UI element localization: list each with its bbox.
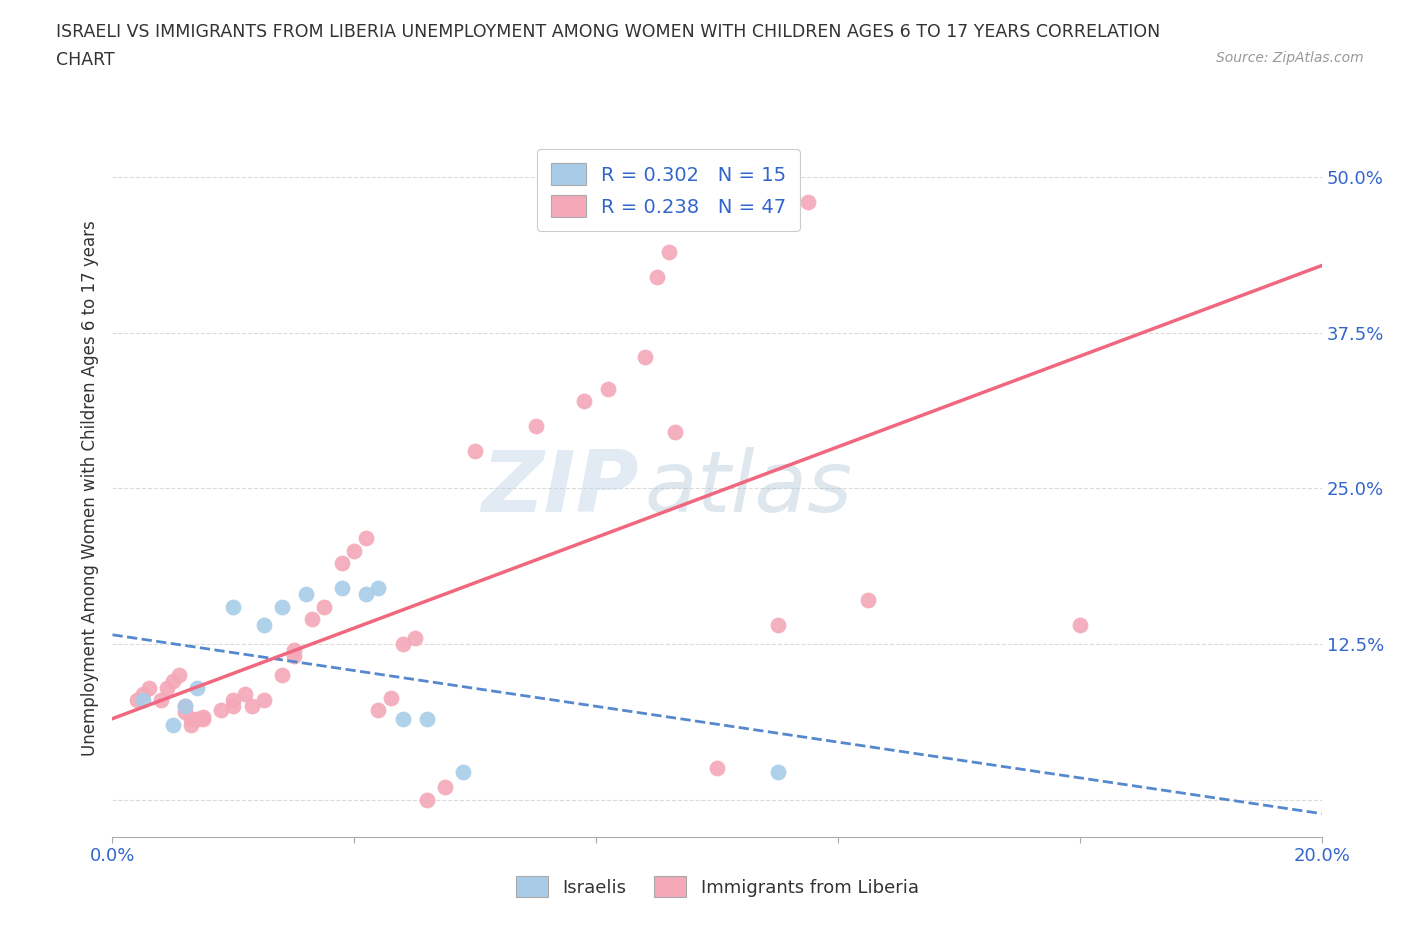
Point [451,764,474,779]
Point [572,393,595,408]
Point [301,612,323,627]
Point [766,764,789,779]
Point [125,693,148,708]
Point [633,350,655,365]
Point [235,686,257,701]
Point [209,702,232,717]
Point [356,531,378,546]
Point [330,555,353,570]
Point [186,680,208,695]
Y-axis label: Unemployment Among Women with Children Ages 6 to 17 years: Unemployment Among Women with Children A… [80,220,98,756]
Point [598,381,620,396]
Point [270,668,292,683]
Point [356,587,378,602]
Point [766,618,789,632]
Point [162,674,184,689]
Point [283,643,305,658]
Point [524,418,547,433]
Point [132,693,155,708]
Point [367,702,389,717]
Point [295,587,318,602]
Point [391,636,413,651]
Text: Source: ZipAtlas.com: Source: ZipAtlas.com [1216,51,1364,65]
Point [174,698,197,713]
Point [658,245,681,259]
Point [367,580,389,595]
Point [191,710,214,724]
Point [191,711,214,726]
Legend: Israelis, Immigrants from Liberia: Israelis, Immigrants from Liberia [501,862,934,911]
Point [796,194,818,209]
Point [464,444,486,458]
Point [343,543,366,558]
Point [132,686,155,701]
Text: ZIP: ZIP [481,446,638,530]
Point [186,711,208,726]
Point [404,631,426,645]
Point [856,593,880,608]
Point [283,649,305,664]
Point [156,680,179,695]
Point [180,711,202,726]
Point [433,779,456,794]
Point [138,680,160,695]
Text: atlas: atlas [644,446,852,530]
Point [416,792,439,807]
Point [222,599,245,614]
Point [222,698,245,713]
Point [167,668,190,683]
Point [645,269,668,284]
Point [664,425,686,440]
Point [222,693,245,708]
Point [314,599,336,614]
Point [416,711,439,726]
Point [253,693,276,708]
Point [706,761,728,776]
Point [380,690,402,705]
Point [253,618,276,632]
Point [1069,618,1091,632]
Point [174,698,197,713]
Text: CHART: CHART [56,51,115,69]
Text: ISRAELI VS IMMIGRANTS FROM LIBERIA UNEMPLOYMENT AMONG WOMEN WITH CHILDREN AGES 6: ISRAELI VS IMMIGRANTS FROM LIBERIA UNEMP… [56,23,1160,41]
Point [391,711,413,726]
Point [174,705,197,720]
Point [330,580,353,595]
Point [240,698,263,713]
Point [270,599,292,614]
Point [162,717,184,732]
Point [149,693,172,708]
Point [180,717,202,732]
